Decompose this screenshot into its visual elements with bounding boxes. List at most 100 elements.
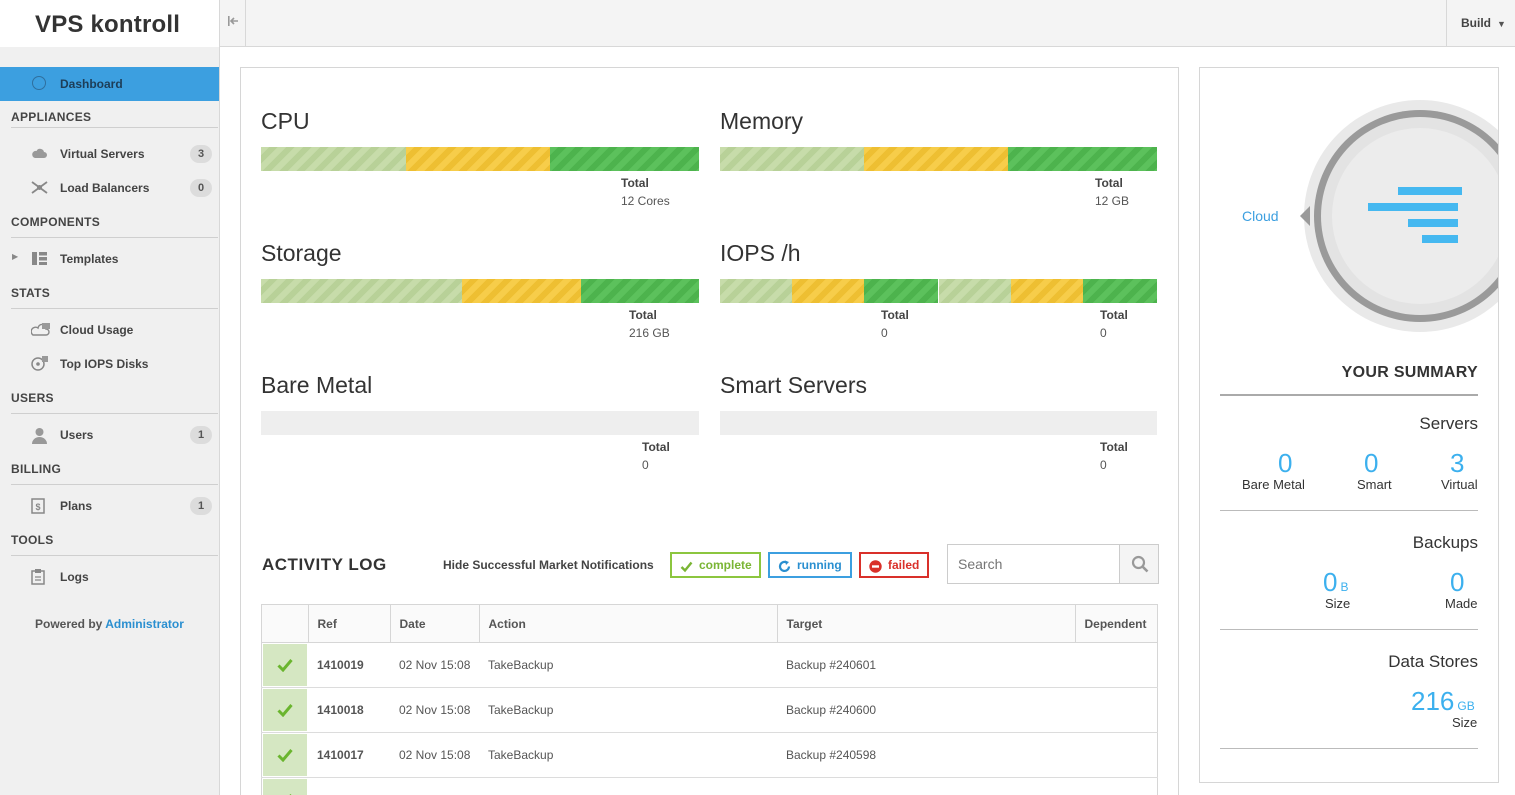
column-target[interactable]: Target [776,604,1076,643]
table-row[interactable]: 1410016 02 Nov 15:08 TakeBackup Backup #… [261,777,1158,795]
section-tools: TOOLS [11,533,54,547]
sidebar-item-label: Users [60,428,94,442]
cloud-dial-graphic[interactable] [1286,98,1499,338]
table-row[interactable]: 1410018 02 Nov 15:08 TakeBackup Backup #… [261,687,1158,733]
sidebar-item-load-balancers[interactable]: Load Balancers 0 [0,173,219,203]
sidebar-item-label: Dashboard [60,77,123,91]
search-button[interactable] [1119,545,1158,583]
cpu-bar[interactable] [261,147,699,171]
check-icon [277,749,293,762]
target-cell[interactable]: Backup #240601 [777,642,1075,688]
iops-read-bar[interactable] [720,279,938,303]
divider [11,484,218,485]
filter-failed-button[interactable]: failed [859,552,929,578]
column-date[interactable]: Date [389,604,480,643]
table-row[interactable]: 1410017 02 Nov 15:08 TakeBackup Backup #… [261,732,1158,778]
count-badge: 3 [190,145,212,163]
hide-notifications-toggle[interactable]: Hide Successful Market Notifications [443,558,654,572]
smart-count[interactable]: 0 [1364,448,1379,478]
search-input[interactable] [948,545,1119,583]
memory-bar[interactable] [720,147,1157,171]
target-cell[interactable]: Backup #240599 [777,777,1075,795]
count-badge: 1 [190,426,212,444]
smart-label: Smart [1357,477,1392,492]
data-stores-size[interactable]: 216 GB [1411,686,1475,717]
sidebar-item-users[interactable]: Users 1 [0,420,219,450]
summary-title: YOUR SUMMARY [1341,364,1478,381]
section-stats: STATS [11,286,51,300]
memory-total-value: 12 GB [1095,194,1130,208]
cloud-usage-line [1368,203,1458,211]
app-title[interactable]: VPS kontroll [0,0,220,47]
data-stores-size-unit: GB [1457,699,1475,713]
cpu-segment-used [261,147,406,171]
sidebar-item-dashboard[interactable]: Dashboard [0,67,219,101]
table-row[interactable]: 1410019 02 Nov 15:08 TakeBackup Backup #… [261,642,1158,688]
sidebar-item-logs[interactable]: Logs [0,562,219,592]
column-dependent[interactable]: Dependent [1074,604,1158,643]
sidebar-item-top-iops-disks[interactable]: Top IOPS Disks [0,349,219,379]
bare-metal-total-label: Total [642,440,670,454]
iops-read-segment-mid [792,279,864,303]
memory-segment-free [1008,147,1157,171]
backups-size-value: 0 [1323,567,1338,597]
iops-read-total-label: Total [881,308,909,322]
divider [1220,748,1478,749]
backups-made-count[interactable]: 0 [1450,567,1465,597]
cloud-icon [31,146,48,161]
iops-write-bar[interactable] [939,279,1157,303]
iops-read-segment-used [720,279,792,303]
cloud-label[interactable]: Cloud [1242,208,1279,224]
memory-segment-used [720,147,865,171]
ref-cell[interactable]: 1410016 [308,777,390,795]
storage-bar[interactable] [261,279,699,303]
divider [11,237,218,238]
ref-cell[interactable]: 1410017 [308,732,390,778]
bare-metal-count[interactable]: 0 [1278,448,1293,478]
status-complete [263,644,307,686]
status-cell [261,777,308,795]
filter-failed-label: failed [888,558,920,572]
target-cell[interactable]: Backup #240598 [777,732,1075,778]
data-stores-size-value: 216 [1411,686,1455,716]
memory-segment-mid [864,147,1009,171]
cpu-segment-free [550,147,699,171]
top-bar: VPS kontroll Build ▼ [0,0,1515,47]
column-ref[interactable]: Ref [307,604,391,643]
powered-by-link[interactable]: Administrator [105,617,184,631]
divider [11,413,218,414]
sidebar-item-label: Cloud Usage [60,323,134,337]
divider [11,555,218,556]
cpu-title: CPU [261,108,310,134]
check-icon [277,704,293,717]
sidebar-item-label: Top IOPS Disks [60,357,149,371]
sidebar-item-virtual-servers[interactable]: Virtual Servers 3 [0,139,219,169]
divider [1220,629,1478,630]
section-appliances: APPLIANCES [11,110,92,124]
backups-size-unit: B [1340,580,1349,594]
count-badge: 1 [190,497,212,515]
cpu-segment-mid [405,147,551,171]
status-complete [263,779,307,795]
storage-segment-mid [462,279,581,303]
build-label: Build [1461,16,1491,30]
iops-write-segment-free [1083,279,1157,303]
powered-by: Powered by Administrator [35,617,184,631]
filter-complete-button[interactable]: complete [670,552,761,578]
storage-segment-free [580,279,699,303]
ref-cell[interactable]: 1410018 [308,687,390,733]
collapse-sidebar-icon[interactable] [220,0,246,47]
status-complete [263,689,307,731]
ref-cell[interactable]: 1410019 [308,642,390,688]
target-cell[interactable]: Backup #240600 [777,687,1075,733]
sidebar-item-plans[interactable]: $ Plans 1 [0,491,219,521]
filter-running-button[interactable]: running [768,552,852,578]
column-action[interactable]: Action [478,604,778,643]
sidebar: Dashboard APPLIANCES Virtual Servers 3 L… [0,47,220,795]
iops-write-segment-used [939,279,1011,303]
sidebar-item-cloud-usage[interactable]: Cloud Usage [0,315,219,345]
sidebar-item-templates[interactable]: ▶ Templates [0,244,219,274]
build-dropdown[interactable]: Build ▼ [1446,0,1515,47]
virtual-count[interactable]: 3 [1450,448,1465,478]
